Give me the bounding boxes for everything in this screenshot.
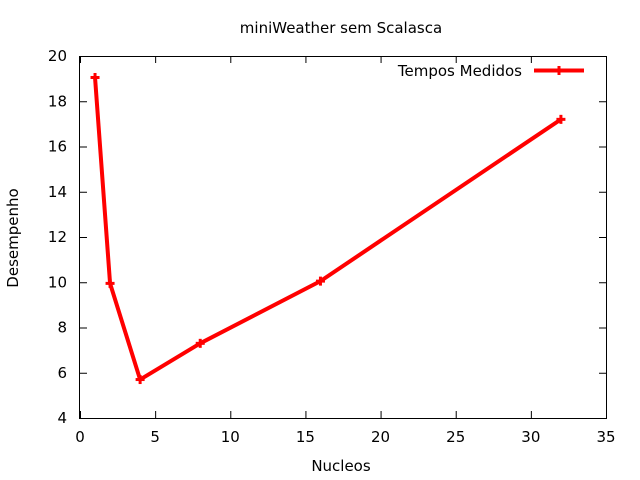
x-tick-label: 0 [75,428,85,446]
y-tick-label: 18 [48,92,67,110]
data-point [90,72,100,82]
data-point [105,278,115,288]
data-point [556,114,566,124]
y-tick-label: 6 [57,364,67,382]
x-tick-label: 20 [371,428,390,446]
y-tick-label: 20 [48,47,67,65]
legend-label: Tempos Medidos [397,62,522,80]
data-point [315,276,325,286]
x-tick-label: 10 [221,428,240,446]
x-tick-label: 30 [521,428,540,446]
data-point [195,338,205,348]
y-tick-label: 4 [57,409,67,427]
y-tick-label: 10 [48,273,67,291]
y-tick-label: 8 [57,319,67,337]
y-axis-label: Desempenho [4,188,22,287]
series-layer [90,72,566,385]
x-tick-label: 15 [296,428,315,446]
x-tick-label: 5 [150,428,160,446]
data-point [135,375,145,385]
y-tick-label: 14 [48,183,67,201]
y-axis: 4 6 8 10 12 14 16 18 20 [48,47,606,427]
x-axis-label: Nucleos [311,457,371,475]
legend-marker-plus [554,66,564,75]
series-line [93,75,563,382]
x-axis: 0 5 10 15 20 25 30 35 [75,56,616,446]
y-tick-label: 16 [48,138,67,156]
x-tick-label: 25 [446,428,465,446]
x-tick-label: 35 [596,428,615,446]
y-tick-label: 12 [48,228,67,246]
chart-title: miniWeather sem Scalasca [240,19,442,37]
legend-marker [554,66,564,75]
legend: Tempos Medidos [397,62,584,80]
plot-frame [79,56,607,419]
